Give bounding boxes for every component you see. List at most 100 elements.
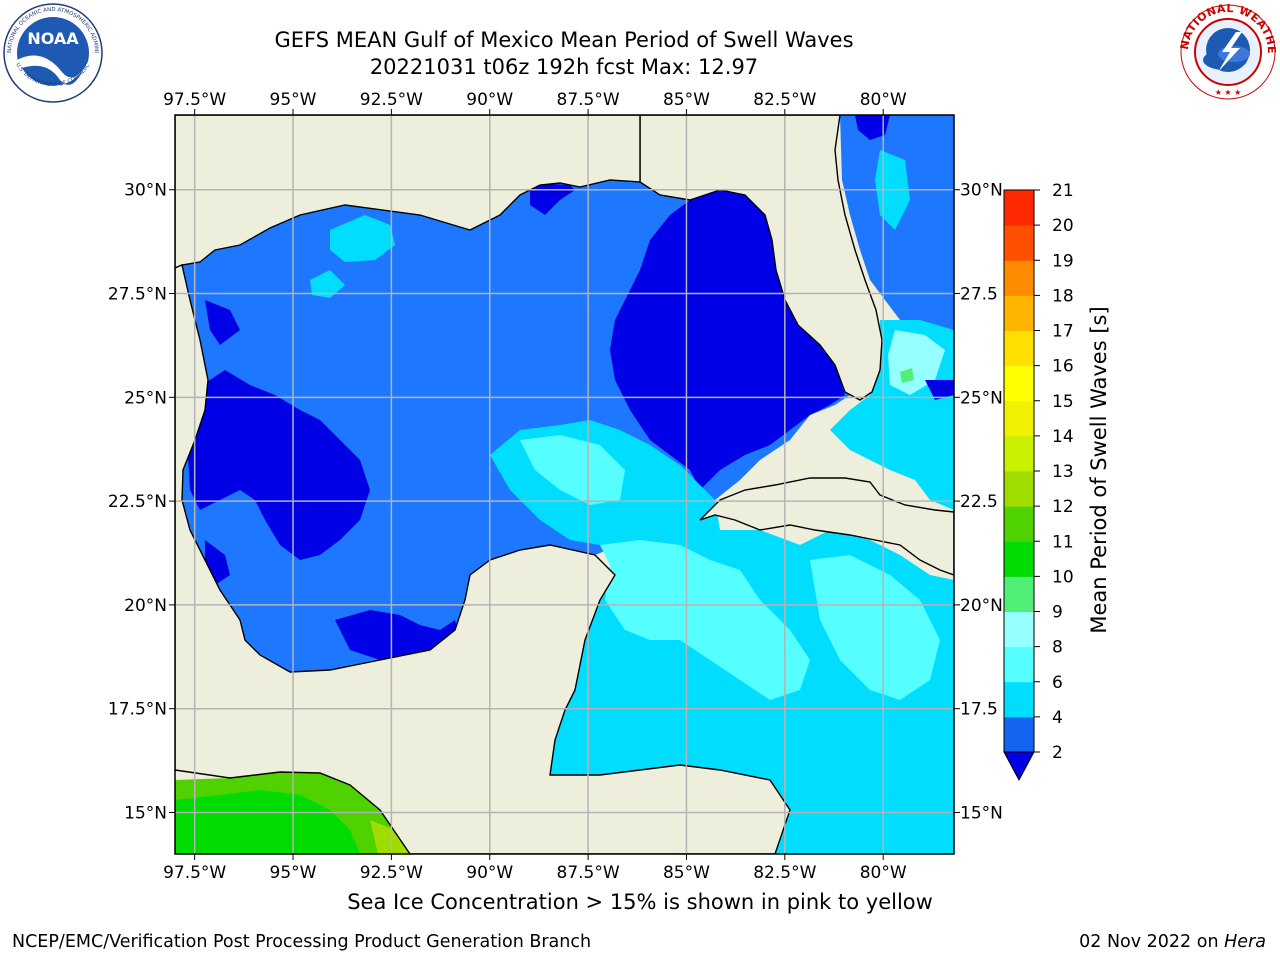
lon-tick-label: 92.5°W — [360, 90, 423, 110]
cuba-land — [699, 477, 954, 576]
longitude-labels-bottom: 97.5°W 95°W 92.5°W 90°W 87.5°W 85°W 82.5°W 80°W — [163, 854, 907, 883]
lat-tick-label: 17.5°N — [108, 700, 167, 720]
map-field — [175, 115, 954, 854]
lon-tick-label: 92.5°W — [360, 863, 423, 883]
lon-tick-label: 87.5°W — [557, 863, 620, 883]
gulf-swell-under-2s-south — [335, 610, 460, 660]
colorbar-tick-label: 17 — [1052, 322, 1074, 342]
footer-host: Hera — [1224, 932, 1266, 952]
colorbar-tick-label: 9 — [1052, 603, 1063, 623]
lat-tick-label: 30°N — [124, 181, 167, 201]
colorbar-tick-label: 4 — [1052, 708, 1063, 728]
lon-tick-label: 95°W — [270, 90, 317, 110]
colorbar-segment — [1004, 576, 1034, 612]
atlantic-swell-under-2s — [855, 115, 890, 140]
florida-land — [639, 115, 883, 401]
colorbar-segment — [1004, 646, 1034, 683]
lon-tick-label: 82.5°W — [753, 90, 816, 110]
lon-tick-label: 85°W — [663, 863, 710, 883]
colorbar-tick-label: 14 — [1052, 427, 1074, 447]
sea-ice-note: Sea Ice Concentration > 15% is shown in … — [347, 890, 933, 914]
colorbar-tick-label: 18 — [1052, 286, 1074, 306]
colorbar-tick-label: 15 — [1052, 392, 1074, 412]
colorbar-segment — [1004, 681, 1034, 718]
lat-tick-label: 30°N — [960, 181, 1003, 201]
lat-tick-label: 27.5°N — [108, 285, 167, 305]
colorbar-tick-label: 13 — [1052, 462, 1074, 482]
lat-tick-label: 20°N — [960, 596, 1003, 616]
colorbar-segment — [1004, 435, 1034, 472]
lon-tick-label: 97.5°W — [163, 90, 226, 110]
noaa-logo: NOAA NATIONAL OCEANIC AND ATMOSPHERIC AD… — [2, 2, 103, 103]
colorbar-tick-label: 8 — [1052, 638, 1063, 658]
lat-tick-label: 20°N — [124, 596, 167, 616]
lat-tick-label: 17.5 — [960, 700, 998, 720]
gulf-swell-under-2s-west — [188, 370, 370, 560]
footer-date: 02 Nov 2022 on Hera — [1079, 932, 1266, 952]
colorbar-segment — [1004, 190, 1034, 226]
lat-tick-label: 25°N — [124, 388, 167, 408]
mexico-land — [175, 115, 641, 269]
caribbean-swell-6-8s — [600, 540, 810, 700]
colorbar-segment — [1004, 260, 1034, 296]
lat-tick-label: 15°N — [960, 803, 1003, 823]
colorbar: 2 4 6 8 9 10 11 12 13 14 15 16 17 18 19 20 21 — [1003, 181, 1074, 782]
footer-date-text: 02 Nov 2022 on — [1079, 932, 1219, 952]
colorbar-segment — [1004, 330, 1034, 367]
colorbar-label: Mean Period of Swell Waves [s] — [1087, 306, 1111, 633]
lon-tick-label: 80°W — [860, 90, 907, 110]
graticule — [175, 115, 954, 854]
lon-tick-label: 80°W — [860, 863, 907, 883]
colorbar-tick-label: 2 — [1052, 743, 1063, 763]
colorbar-tick-label: 21 — [1052, 181, 1074, 201]
colorbar-segment — [1004, 471, 1034, 507]
map-frame — [174, 114, 955, 855]
lat-tick-label: 15°N — [124, 803, 167, 823]
gulf-swell-4-6s-nw — [310, 270, 345, 298]
colorbar-tick-label: 19 — [1052, 251, 1074, 271]
longitude-labels-top: 97.5°W 95°W 92.5°W 90°W 87.5°W 85°W 82.5°W 80°W — [163, 90, 907, 115]
gulf-swell-under-2s-nw — [205, 300, 240, 345]
bahamas-swell-under-2s — [925, 380, 954, 400]
lon-tick-label: 90°W — [466, 90, 513, 110]
lon-tick-label: 90°W — [466, 863, 513, 883]
gulf-swell-under-2s-ne — [530, 183, 575, 215]
colorbar-tick-label: 20 — [1052, 216, 1074, 236]
lon-tick-label: 95°W — [270, 863, 317, 883]
lon-tick-label: 82.5°W — [753, 863, 816, 883]
latitude-labels-right: 30°N 27.5 25°N 22.5 20°N 17.5 15°N — [954, 181, 1003, 823]
svg-text:★ ★ ★: ★ ★ ★ — [1215, 88, 1242, 97]
colorbar-segment — [1004, 295, 1034, 331]
atlantic-swell-2-4s — [840, 115, 954, 340]
straits-swell-8-9s — [900, 368, 914, 383]
map-subtitle: 20221031 t06z 192h fcst Max: 12.97 — [369, 55, 759, 79]
svg-text:NOAA: NOAA — [27, 29, 79, 48]
map-title: GEFS MEAN Gulf of Mexico Mean Period of … — [274, 28, 854, 52]
lat-tick-label: 25°N — [960, 388, 1003, 408]
lat-tick-label: 22.5°N — [108, 492, 167, 512]
colorbar-segment — [1004, 611, 1034, 648]
pacific-swell-12-13s — [370, 820, 410, 854]
colorbar-tick-label: 12 — [1052, 497, 1074, 517]
footer-credit: NCEP/EMC/Verification Post Processing Pr… — [12, 932, 592, 952]
colorbar-segment — [1004, 506, 1034, 542]
colorbar-segment — [1004, 365, 1034, 402]
colorbar-under-triangle — [1003, 751, 1035, 782]
pacific-swell-10-11s — [175, 790, 360, 854]
colorbar-tick-label: 10 — [1052, 567, 1074, 587]
gulf-swell-4-6s-north — [330, 215, 395, 262]
colorbar-segment — [1004, 225, 1034, 261]
gulf-swell-under-2s-east — [610, 190, 845, 490]
colorbar-tick-label: 16 — [1052, 357, 1074, 377]
lon-tick-label: 87.5°W — [557, 90, 620, 110]
mexico-south-land — [175, 264, 791, 854]
colorbar-segment — [1004, 716, 1034, 753]
lat-tick-label: 22.5 — [960, 492, 998, 512]
latitude-labels-left: 30°N 27.5°N 25°N 22.5°N 20°N 17.5°N 15°N — [108, 181, 175, 823]
lon-tick-label: 85°W — [663, 90, 710, 110]
colorbar-tick-label: 6 — [1052, 673, 1063, 693]
lat-tick-label: 27.5 — [960, 285, 998, 305]
caribbean-swell-6-8s-c — [520, 435, 625, 505]
colorbar-segment — [1004, 400, 1034, 437]
